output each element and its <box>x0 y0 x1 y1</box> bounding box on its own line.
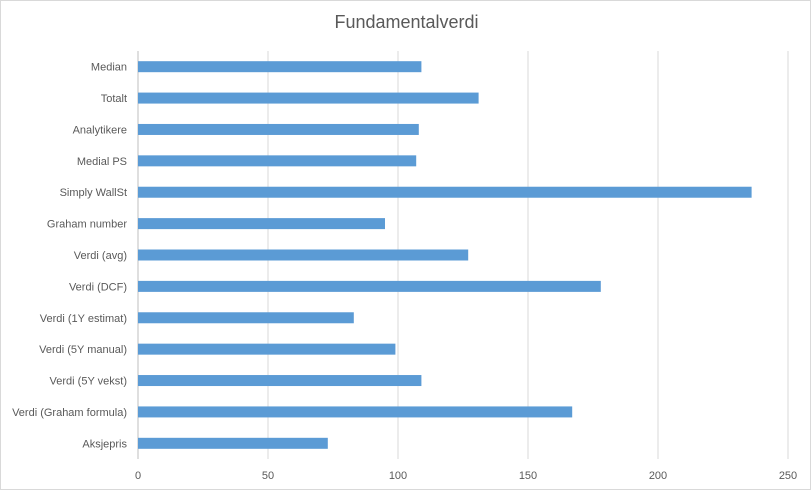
category-label: Verdi (DCF) <box>69 281 127 293</box>
x-tick-label: 200 <box>649 470 667 482</box>
category-label: Verdi (5Y manual) <box>39 344 127 356</box>
bars <box>138 61 752 449</box>
category-label: Medial PS <box>77 156 127 168</box>
category-label: Median <box>91 62 127 74</box>
bar <box>138 123 419 135</box>
bar <box>138 280 601 292</box>
category-label: Aksjepris <box>82 438 127 450</box>
category-label: Analytikere <box>73 124 127 136</box>
bar <box>138 437 328 449</box>
x-tick-labels: 0 50 100 150 200 250 <box>135 470 797 482</box>
x-tick-label: 50 <box>262 470 274 482</box>
category-label: Graham number <box>47 219 127 231</box>
bar <box>138 61 422 73</box>
category-label: Verdi (5Y vekst) <box>50 376 127 388</box>
category-label: Totalt <box>101 93 127 105</box>
category-label: Verdi (1Y estimat) <box>40 313 127 325</box>
category-labels: Median Totalt Analytikere Medial PS Simply W… <box>12 62 127 451</box>
x-tick-label: 100 <box>389 470 407 482</box>
bar <box>138 249 469 261</box>
bar <box>138 343 396 355</box>
bar <box>138 312 354 324</box>
bar <box>138 218 385 230</box>
x-tick-label: 150 <box>519 470 537 482</box>
bar <box>138 406 573 418</box>
x-tick-label: 250 <box>779 470 797 482</box>
category-label: Simply WallSt <box>60 187 127 199</box>
bar <box>138 155 417 167</box>
category-label: Verdi (Graham formula) <box>12 407 127 419</box>
bar <box>138 186 752 198</box>
x-tick-label: 0 <box>135 470 141 482</box>
chart-title: Fundamentalverdi <box>334 12 479 32</box>
bar <box>138 92 479 104</box>
bar <box>138 375 422 387</box>
category-label: Verdi (avg) <box>74 250 127 262</box>
